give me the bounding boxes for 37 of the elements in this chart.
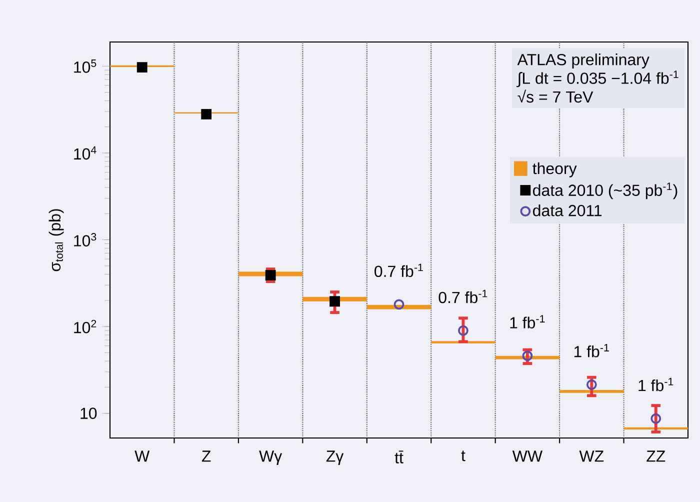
point <box>522 350 533 362</box>
annotation: 1 fb$^{-1}$ <box>574 344 609 358</box>
bar <box>560 390 624 393</box>
point <box>265 270 276 280</box>
annotation: 1 fb$^{-1}$ <box>510 315 545 328</box>
y-tick-label: 10$^{2}$ <box>74 320 96 334</box>
point <box>394 299 404 310</box>
y-tick-label: 10$^{4}$ <box>74 146 96 160</box>
point <box>201 108 212 120</box>
y-tick-label: 10$^{5}$ <box>74 60 96 73</box>
legend-label: theory <box>532 162 577 178</box>
x-tick-label: WZ <box>579 450 604 462</box>
annotation: ∫L dt = 0.035 −1.04 fb$^{-1}$ <box>516 70 678 88</box>
x-tick-label: t <box>461 450 466 462</box>
x-tick-label: Zγ <box>326 450 344 465</box>
y-tick-label: 10 <box>80 408 97 419</box>
annotation: ATLAS preliminary <box>517 54 650 68</box>
x-tick-label: WW <box>512 450 542 462</box>
point <box>650 413 662 424</box>
x-tick-label: Wγ <box>259 450 282 465</box>
legend-label: data 2011 <box>533 204 602 216</box>
x-tick-label: W <box>134 450 150 462</box>
y-tick-label: 10$^{3}$ <box>74 233 96 246</box>
bar <box>366 304 432 310</box>
annotation: 0.7 fb$^{-1}$ <box>438 290 488 304</box>
x-tick-label: Z <box>202 450 211 462</box>
annotation: 1 fb$^{-1}$ <box>638 378 674 392</box>
y-axis-title: σ$_{total}$ (pb) <box>48 209 64 272</box>
annotation: √s = 7 TeV <box>518 90 594 103</box>
point <box>458 325 468 336</box>
point <box>586 379 597 390</box>
annotation: 0.7 fb$^{-1}$ <box>374 264 423 278</box>
x-tick-label: tt̄ <box>394 450 404 464</box>
x-tick-label: ZZ <box>646 450 666 462</box>
legend-label: data 2010 (~35 pb$^{-1}$) <box>533 182 678 200</box>
point <box>136 62 148 73</box>
point <box>330 296 340 307</box>
